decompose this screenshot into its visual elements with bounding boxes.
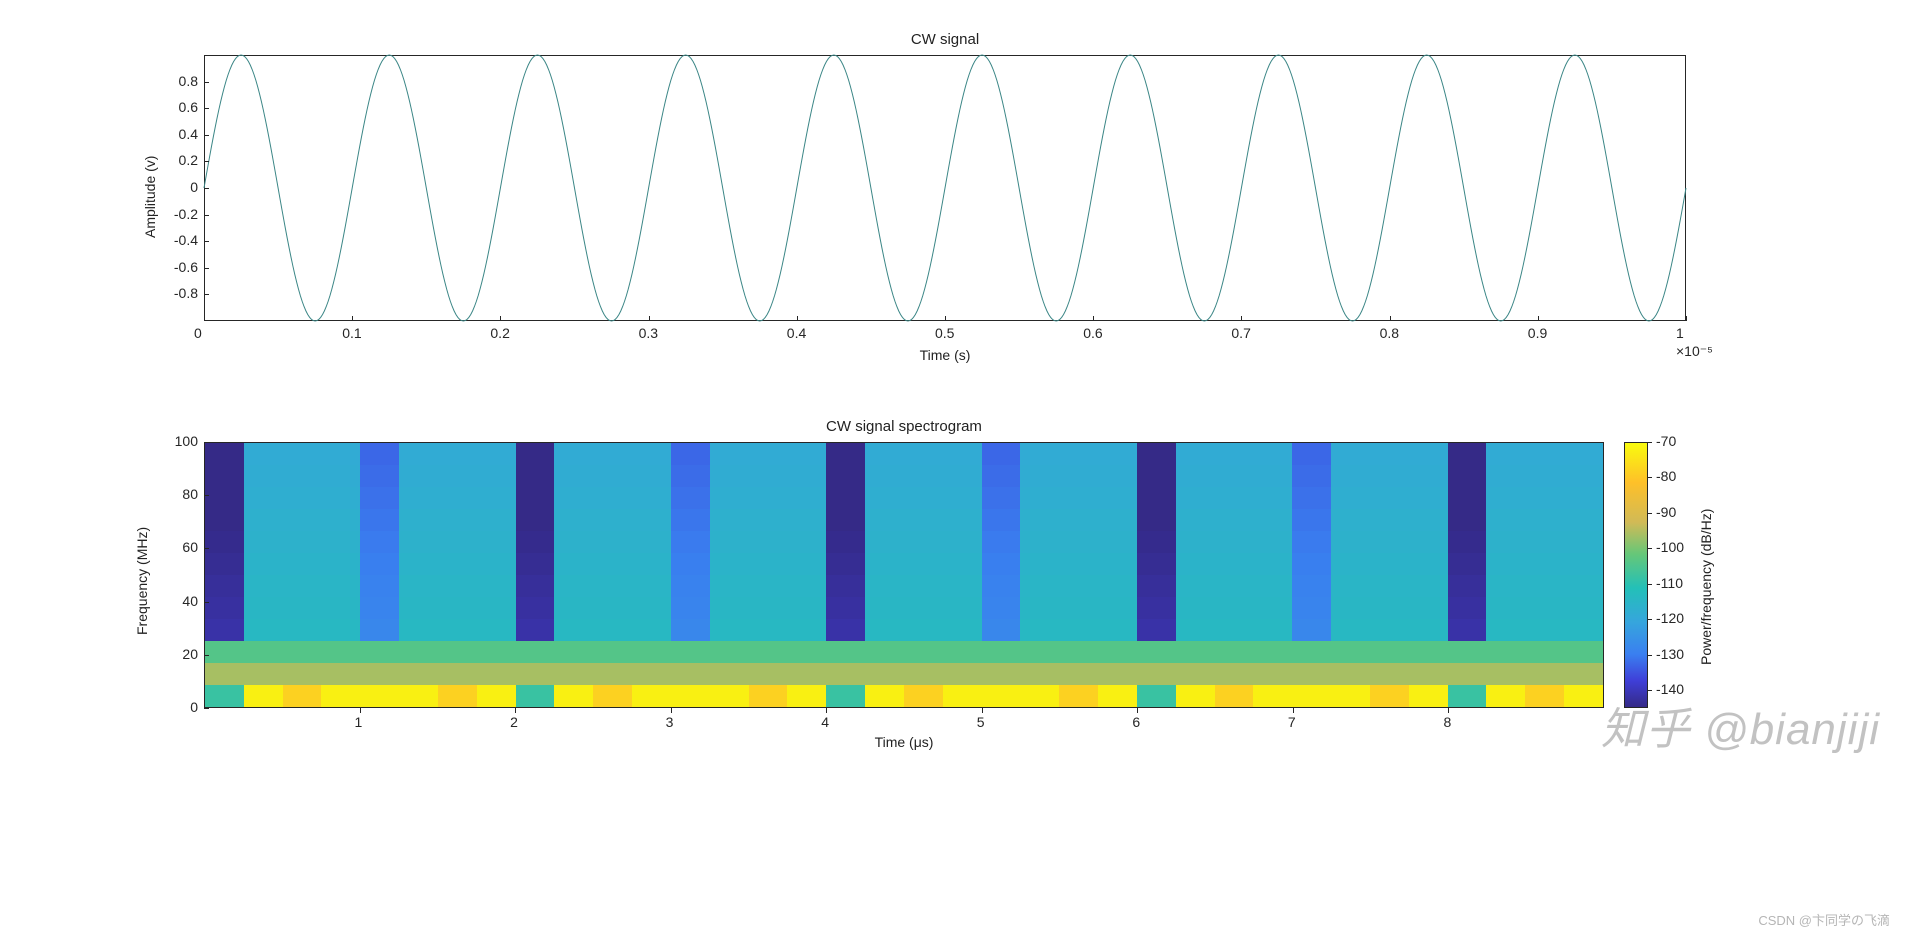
ytick-label: 20 [182,646,198,662]
xtick-label: 2 [510,714,518,730]
cw-signal-xlabel: Time (s) [204,347,1686,363]
ytick-label: 0.4 [179,126,198,142]
xtick-label: 0.9 [1528,325,1547,341]
xtick-label: 0.5 [935,325,954,341]
xtick-label: 0.1 [342,325,361,341]
colorbar-tick-label: -80 [1656,468,1676,484]
xtick-label: 6 [1132,714,1140,730]
ytick-label: -0.4 [174,232,198,248]
xtick-label: 0.6 [1083,325,1102,341]
xtick-label: 0.8 [1380,325,1399,341]
ytick-label: -0.8 [174,285,198,301]
colorbar-tick-label: -100 [1656,539,1684,555]
ytick-label: 0 [190,699,198,715]
colorbar-tick-label: -120 [1656,610,1684,626]
xtick-label: 7 [1288,714,1296,730]
cw-signal-line [204,55,1686,321]
xtick-label: 0.4 [787,325,806,341]
spectrogram-xlabel: Time (μs) [204,734,1604,750]
spectrogram-image [205,443,1603,707]
xtick-label: 3 [666,714,674,730]
xtick-label: 1 [1676,325,1684,341]
colorbar-tick-label: -140 [1656,681,1684,697]
xtick-label: 1 [355,714,363,730]
ytick-label: 0.2 [179,152,198,168]
cw-signal-ylabel: Amplitude (v) [142,138,158,238]
xtick-label: 8 [1443,714,1451,730]
xtick-label: 0.3 [639,325,658,341]
cw-signal-title: CW signal [204,31,1686,48]
ytick-label: 80 [182,486,198,502]
ytick-label: 60 [182,539,198,555]
ytick-label: 100 [175,433,198,449]
cw-signal-xscale: ×10⁻⁵ [1676,343,1713,360]
csdn-watermark: CSDN @卞同学の飞滴 [1758,910,1890,929]
ytick-label: 0 [190,179,198,195]
xtick-label: 0.2 [490,325,509,341]
spectrogram-ylabel: Frequency (MHz) [134,515,150,635]
xtick-label: 0.7 [1231,325,1250,341]
xtick-label: 4 [821,714,829,730]
ytick-label: -0.2 [174,206,198,222]
xtick-label: 0 [194,325,202,341]
spectrogram-title: CW signal spectrogram [204,418,1604,435]
colorbar-gradient [1625,443,1647,707]
colorbar-tick-label: -70 [1656,433,1676,449]
colorbar-tick-label: -110 [1656,575,1683,591]
colorbar-tick-label: -130 [1656,646,1684,662]
xtick-label: 5 [977,714,985,730]
colorbar-label: Power/frequency (dB/Hz) [1698,485,1714,665]
matlab-figure: CW signal Time (s) Amplitude (v) ×10⁻⁵ 0… [0,0,1920,937]
colorbar-tick-label: -90 [1656,504,1676,520]
ytick-label: 40 [182,593,198,609]
ytick-label: -0.6 [174,259,198,275]
spectrogram-axes [204,442,1604,708]
ytick-label: 0.6 [179,99,198,115]
ytick-label: 0.8 [179,73,198,89]
colorbar [1624,442,1648,708]
